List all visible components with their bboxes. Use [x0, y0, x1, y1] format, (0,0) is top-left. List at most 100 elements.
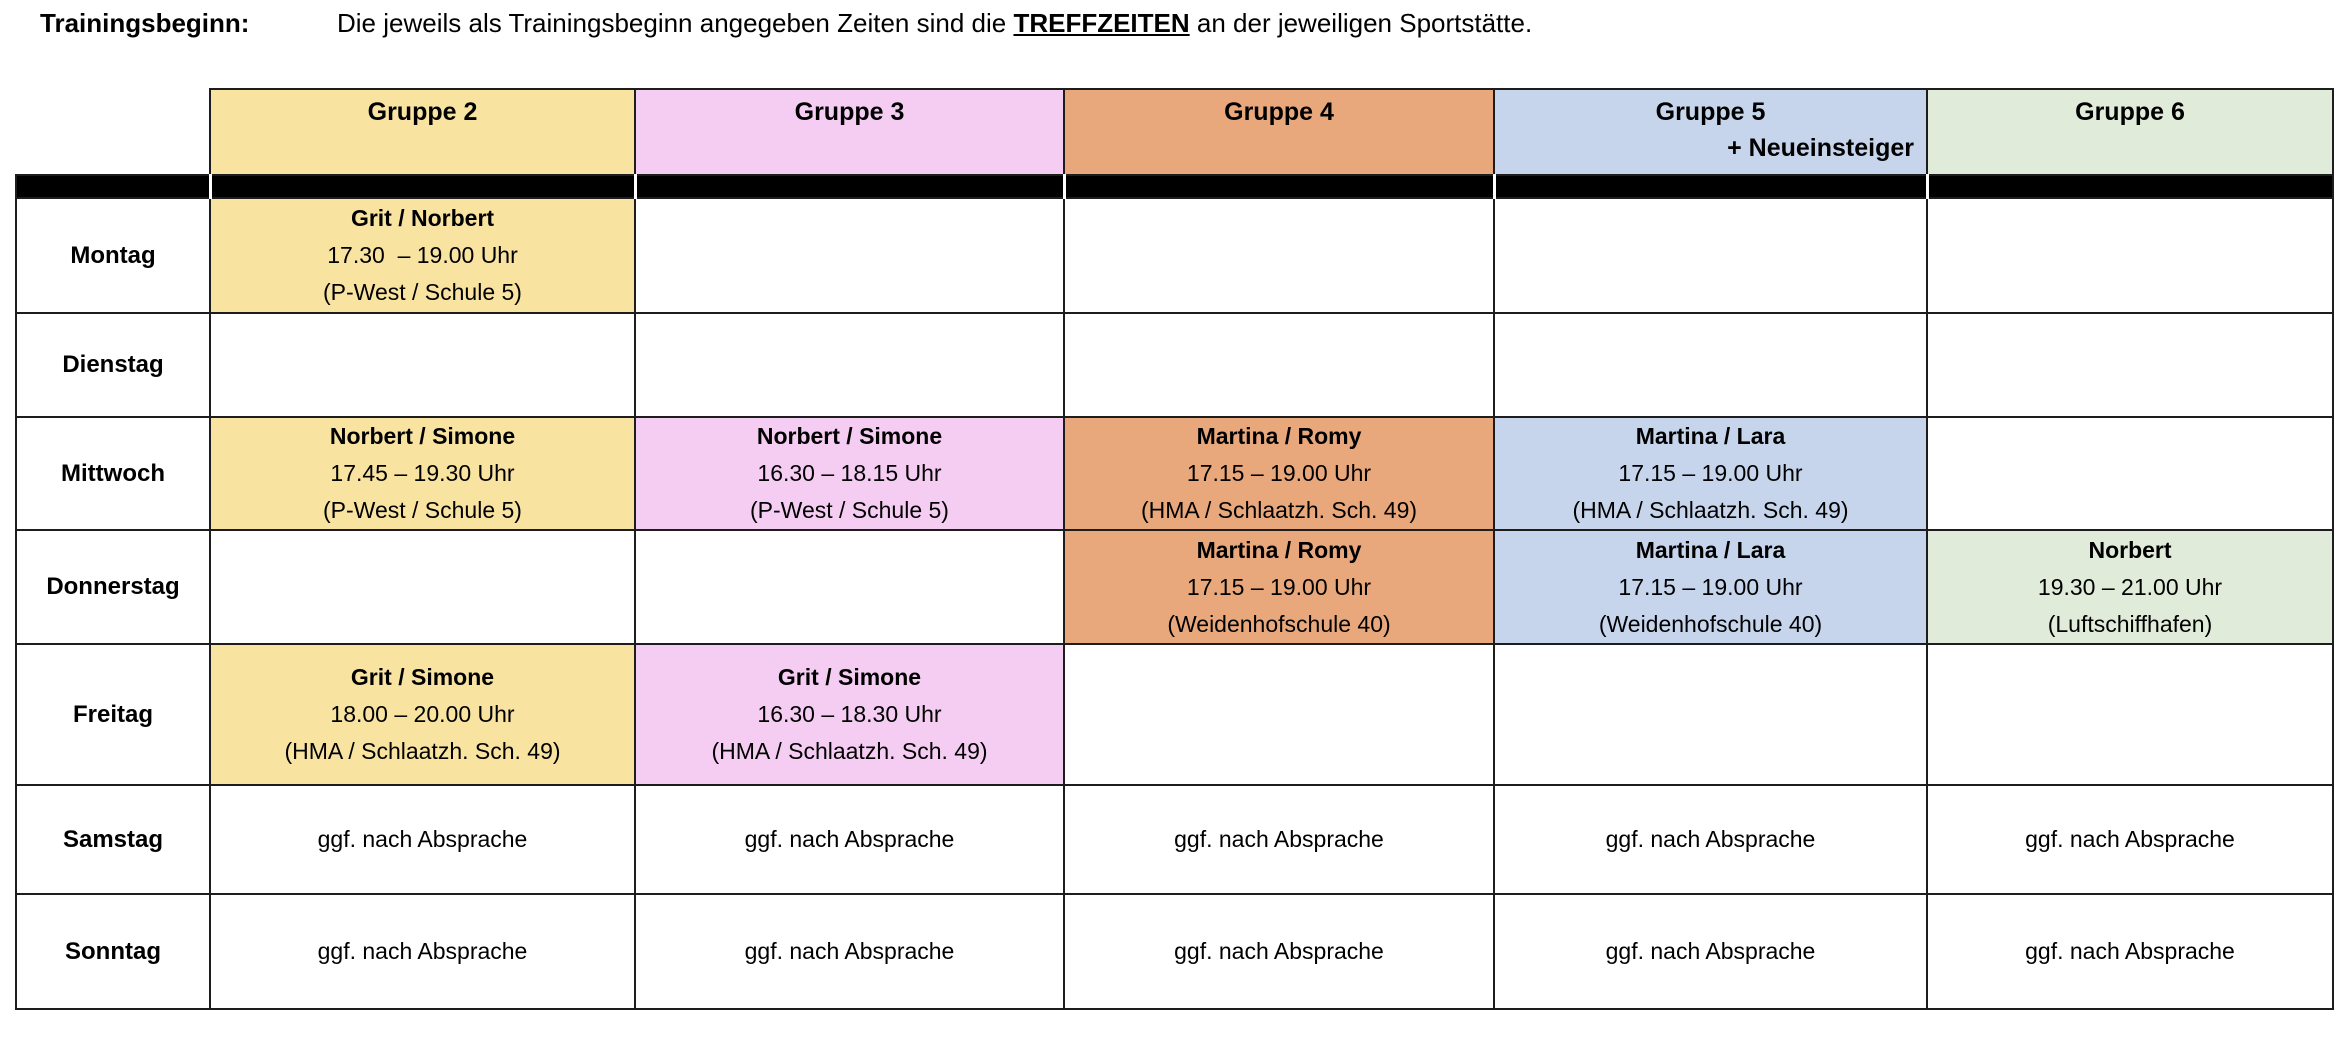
session-time: 17.15 – 19.00 Uhr	[1186, 573, 1372, 600]
session-time: 16.30 – 18.30 Uhr	[757, 701, 942, 727]
session-leaders: Martina / Lara	[1635, 536, 1786, 563]
session-location: (P-West / Schule 5)	[750, 497, 949, 523]
day-label: Montag	[15, 197, 211, 314]
day-label: Freitag	[15, 643, 211, 786]
column-header-gruppe6: Gruppe 6	[1926, 88, 2334, 176]
session-cell-gruppe4: Martina / Romy 17.15 – 19.00 Uhr (HMA / Sc…	[1063, 416, 1495, 531]
intro-text-after: an der jeweiligen Sportstätte.	[1189, 8, 1533, 38]
session-leaders: Grit / Simone	[777, 664, 922, 690]
empty-cell-gruppe4	[1063, 312, 1495, 418]
separator-cell	[1062, 174, 1496, 199]
training-schedule-table: Gruppe 2 Gruppe 3 Gruppe 4 Gruppe 5 + Neuein…	[15, 88, 2334, 1010]
schedule-row-dienstag: Dienstag	[15, 312, 2334, 418]
day-label: Mittwoch	[15, 416, 211, 531]
session-cell-gruppe2: Norbert / Simone 17.45 – 19.30 Uhr (P-West…	[209, 416, 636, 531]
session-cell-gruppe3: Norbert / Simone 16.30 – 18.15 Uhr (P-West…	[634, 416, 1065, 531]
empty-cell-gruppe4	[1063, 197, 1495, 314]
session-leaders: Martina / Romy	[1196, 536, 1362, 563]
separator-cell	[15, 174, 212, 199]
corner-cell	[16, 89, 211, 176]
session-location: (HMA / Schlaatzh. Sch. 49)	[1572, 497, 1849, 523]
schedule-row-montag: Montag Grit / Norbert 17.30 – 19.00 Uhr (P-…	[15, 197, 2334, 314]
note-cell-gruppe3: ggf. nach Absprache	[634, 784, 1065, 895]
note-cell-gruppe3: ggf. nach Absprache	[634, 893, 1065, 1010]
note-cell-gruppe4: ggf. nach Absprache	[1063, 893, 1495, 1010]
session-time: 17.45 – 19.30 Uhr	[330, 460, 515, 486]
column-header-sublabel: + Neueinsteiger	[1727, 134, 1914, 162]
day-label: Donnerstag	[15, 529, 211, 645]
session-cell-gruppe4: Martina / Romy 17.15 – 19.00 Uhr (Weidenho…	[1063, 529, 1495, 645]
column-header-gruppe3: Gruppe 3	[634, 88, 1065, 176]
column-header-label: Gruppe 3	[794, 98, 905, 126]
session-leaders: Martina / Romy	[1196, 423, 1362, 449]
note-cell-gruppe6: ggf. nach Absprache	[1926, 784, 2334, 895]
note-cell-gruppe5: ggf. nach Absprache	[1493, 784, 1928, 895]
intro-text-before: Die jeweils als Trainingsbeginn angegebe…	[337, 8, 1014, 38]
empty-cell-gruppe2	[209, 529, 636, 645]
note-cell-gruppe5: ggf. nach Absprache	[1493, 893, 1928, 1010]
session-time: 17.15 – 19.00 Uhr	[1618, 573, 1803, 600]
session-cell-gruppe2: Grit / Norbert 17.30 – 19.00 Uhr (P-West /…	[209, 197, 636, 314]
intro-sentence: Die jeweils als Trainingsbeginn angegebe…	[337, 8, 1532, 38]
note-cell-gruppe2: ggf. nach Absprache	[209, 893, 636, 1010]
session-leaders: Norbert / Simone	[329, 423, 516, 449]
empty-cell-gruppe6	[1926, 416, 2334, 531]
day-label: Samstag	[15, 784, 211, 895]
empty-cell-gruppe3	[634, 529, 1065, 645]
session-time: 17.15 – 19.00 Uhr	[1618, 460, 1803, 486]
day-label: Dienstag	[15, 312, 211, 418]
empty-cell-gruppe6	[1926, 197, 2334, 314]
schedule-row-samstag: Samstag ggf. nach Absprache ggf. nach Absp…	[15, 784, 2334, 895]
session-location: (P-West / Schule 5)	[323, 497, 522, 523]
empty-cell-gruppe5	[1493, 197, 1928, 314]
session-location: (P-West / Schule 5)	[323, 279, 522, 305]
column-header-label: Gruppe 2	[367, 98, 478, 126]
schedule-row-sonntag: Sonntag ggf. nach Absprache ggf. nach Absp…	[15, 893, 2334, 1010]
separator-cell	[1492, 174, 1929, 199]
empty-cell-gruppe5	[1493, 312, 1928, 418]
note-cell-gruppe6: ggf. nach Absprache	[1926, 893, 2334, 1010]
session-location: (HMA / Schlaatzh. Sch. 49)	[284, 738, 561, 764]
session-time: 19.30 – 21.00 Uhr	[2037, 573, 2223, 600]
session-leaders: Grit / Norbert	[350, 205, 495, 231]
session-time: 16.30 – 18.15 Uhr	[757, 460, 942, 486]
note-cell-gruppe4: ggf. nach Absprache	[1063, 784, 1495, 895]
session-cell-gruppe2: Grit / Simone 18.00 – 20.00 Uhr (HMA / Sch…	[209, 643, 636, 786]
session-location: (Luftschiffhafen)	[2047, 610, 2213, 637]
empty-cell-gruppe6	[1926, 643, 2334, 786]
session-leaders: Grit / Simone	[350, 664, 495, 690]
session-cell-gruppe5: Martina / Lara 17.15 – 19.00 Uhr (HMA / Sc…	[1493, 416, 1928, 531]
session-location: (Weidenhofschule 40)	[1598, 610, 1823, 637]
treffzeiten-emphasis: TREFFZEITEN	[1013, 8, 1190, 38]
intro: Trainingsbeginn: Die jeweils als Training…	[40, 8, 1532, 39]
day-label: Sonntag	[15, 893, 211, 1010]
session-time: 18.00 – 20.00 Uhr	[330, 701, 515, 727]
session-leaders: Norbert	[2088, 536, 2172, 563]
separator-cell	[1925, 174, 2334, 199]
empty-cell-gruppe4	[1063, 643, 1495, 786]
session-cell-gruppe6: Norbert 19.30 – 21.00 Uhr (Luftschiffhafen…	[1926, 529, 2334, 645]
session-cell-gruppe3: Grit / Simone 16.30 – 18.30 Uhr (HMA / Sch…	[634, 643, 1065, 786]
intro-label: Trainingsbeginn:	[40, 8, 250, 38]
session-leaders: Norbert / Simone	[756, 423, 943, 449]
schedule-row-donnerstag: Donnerstag Martina / Romy 17.15 – 19.00 Uh…	[15, 529, 2334, 645]
session-location: (Weidenhofschule 40)	[1167, 610, 1391, 637]
session-location: (HMA / Schlaatzh. Sch. 49)	[711, 738, 988, 764]
empty-cell-gruppe5	[1493, 643, 1928, 786]
separator-cell	[208, 174, 637, 199]
column-header-label: Gruppe 5	[1655, 98, 1766, 126]
schedule-row-freitag: Freitag Grit / Simone 18.00 – 20.00 Uhr (HM…	[15, 643, 2334, 786]
session-leaders: Martina / Lara	[1635, 423, 1786, 449]
separator-cell	[633, 174, 1066, 199]
schedule-body: Montag Grit / Norbert 17.30 – 19.00 Uhr (P-…	[15, 174, 2334, 1010]
schedule-row-mittwoch: Mittwoch Norbert / Simone 17.45 – 19.30 Uh…	[15, 416, 2334, 531]
empty-cell-gruppe2	[209, 312, 636, 418]
session-time: 17.30 – 19.00 Uhr	[327, 242, 518, 268]
column-header-label: Gruppe 6	[2075, 98, 2185, 126]
empty-cell-gruppe3	[634, 312, 1065, 418]
note-cell-gruppe2: ggf. nach Absprache	[209, 784, 636, 895]
session-time: 17.15 – 19.00 Uhr	[1186, 460, 1372, 486]
separator-band-row	[15, 174, 2334, 199]
column-header-label: Gruppe 4	[1224, 98, 1334, 126]
